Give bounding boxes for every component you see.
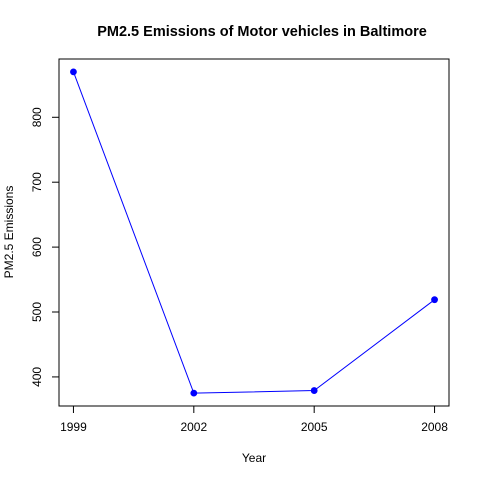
data-point: [70, 68, 77, 76]
x-tick-label: 2002: [180, 420, 207, 434]
series-layer: [70, 68, 438, 397]
x-tick-label: 2008: [421, 420, 448, 434]
y-axis: 400 500 600 700 800: [30, 107, 60, 387]
x-axis-label: Year: [242, 451, 266, 465]
y-tick-label: 800: [30, 107, 44, 127]
y-tick-label: 400: [30, 367, 44, 387]
y-tick-label: 600: [30, 237, 44, 257]
y-tick-label: 700: [30, 172, 44, 192]
y-axis-label: PM2.5 Emissions: [2, 186, 16, 279]
data-point: [190, 389, 198, 397]
x-axis: 1999 2002 2005 2008: [60, 405, 448, 434]
series-line: [72, 71, 435, 394]
x-tick-label: 2005: [301, 420, 328, 434]
data-point: [310, 387, 318, 394]
data-point: [431, 296, 438, 304]
x-tick-label: 1999: [60, 420, 87, 434]
chart-title: PM2.5 Emissions of Motor vehicles in Bal…: [97, 24, 427, 40]
y-tick-label: 500: [30, 302, 44, 322]
